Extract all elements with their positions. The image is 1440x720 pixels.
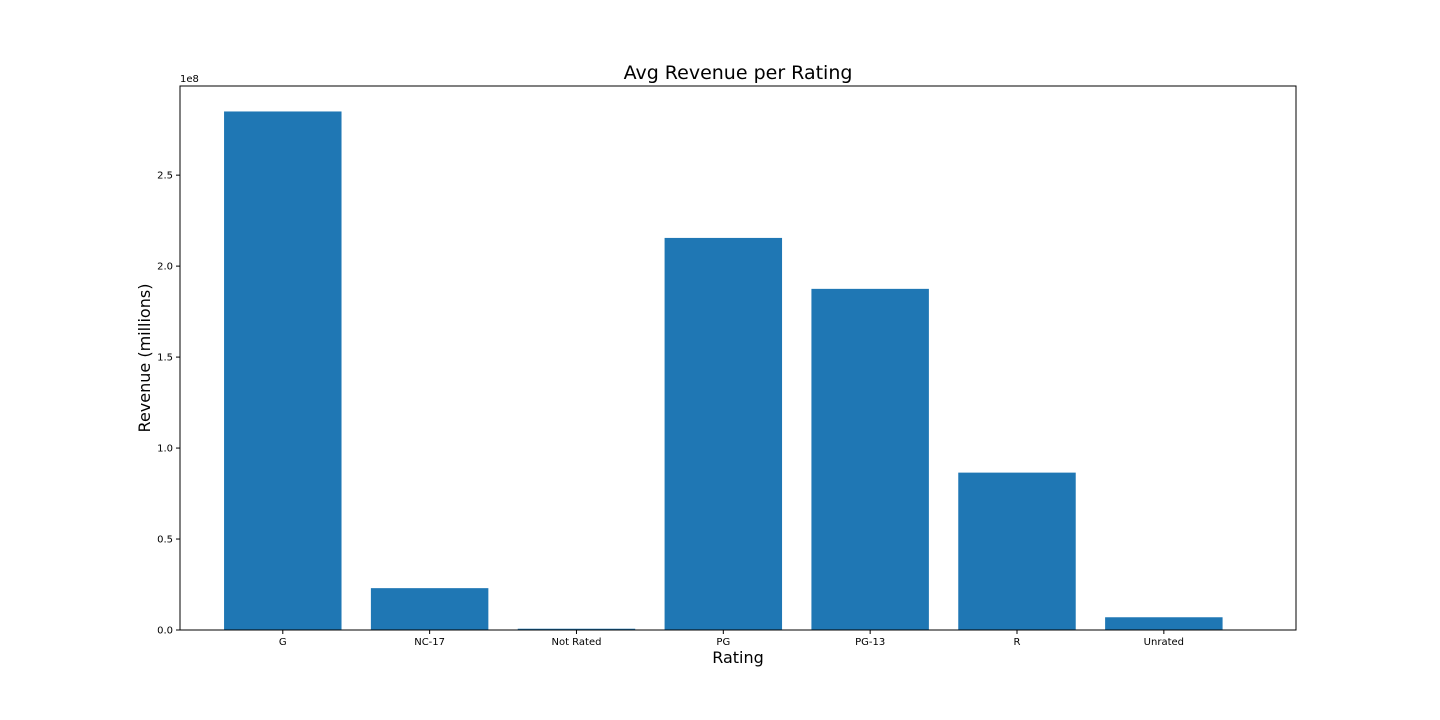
x-tick-label: G <box>279 637 287 648</box>
y-tick-label: 0.5 <box>157 535 173 546</box>
y-tick-label: 2.5 <box>157 171 173 182</box>
x-tick-label: NC-17 <box>414 637 445 648</box>
x-tick-label: Unrated <box>1144 637 1184 648</box>
bar-unrated <box>1105 617 1223 630</box>
chart-title: Avg Revenue per Rating <box>624 62 853 84</box>
y-axis-title: Revenue (millions) <box>135 284 154 433</box>
bar-g <box>224 111 342 631</box>
x-tick-label: PG-13 <box>855 637 885 648</box>
bar-r <box>958 472 1076 630</box>
x-tick-label: R <box>1014 637 1021 648</box>
bars-group <box>224 111 1223 631</box>
x-axis: G NC-17 Not Rated PG PG-13 R Unrated <box>279 630 1184 648</box>
y-axis: 0.0 0.5 1.0 1.5 2.0 2.5 <box>157 171 180 637</box>
bar-nc-17 <box>370 588 489 630</box>
bar-pg <box>664 237 783 631</box>
bar-pg-13 <box>811 288 929 630</box>
y-tick-label: 1.5 <box>157 353 173 364</box>
plot-frame <box>179 85 1297 631</box>
y-axis-offset-label: 1e8 <box>180 74 199 85</box>
bar-not-rated <box>517 628 636 630</box>
y-tick-label: 0.0 <box>157 626 173 637</box>
y-tick-label: 2.0 <box>157 262 173 273</box>
x-axis-title: Rating <box>712 648 764 667</box>
x-tick-label: Not Rated <box>551 637 601 648</box>
x-tick-label: PG <box>716 637 730 648</box>
y-tick-label: 1.0 <box>157 444 173 455</box>
